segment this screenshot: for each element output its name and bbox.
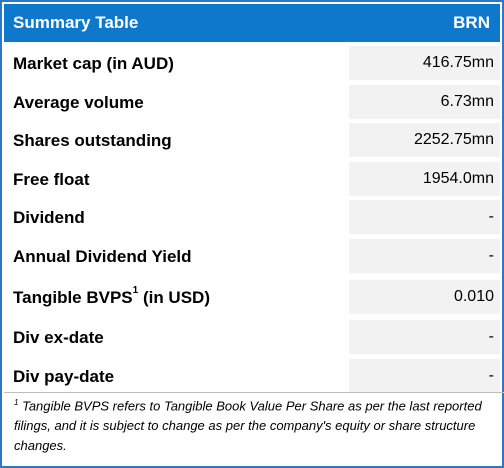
- row-value-cell: -: [349, 200, 500, 234]
- row-value-cell: 1954.0mn: [349, 162, 500, 196]
- row-label: Tangible BVPS1 (in USD): [13, 285, 210, 308]
- table-header: Summary Table BRN: [4, 4, 500, 42]
- row-value: -: [488, 247, 494, 264]
- table-row-div-ex-date: Div ex-date -: [4, 320, 500, 354]
- footnote-number: 1: [14, 398, 19, 407]
- row-label: Market cap (in AUD): [13, 54, 174, 73]
- row-label: Average volume: [13, 93, 144, 112]
- table-row-average-volume: Average volume 6.73mn: [4, 85, 500, 119]
- table-row-div-pay-date: Div pay-date -: [4, 359, 500, 393]
- footnote-marker: 1: [132, 285, 139, 296]
- row-value-cell: 6.73mn: [349, 85, 500, 119]
- row-label: Div ex-date: [13, 328, 104, 347]
- table-title: Summary Table: [13, 13, 139, 32]
- row-value-cell: -: [349, 320, 500, 354]
- row-label-text: Tangible BVPS: [13, 288, 133, 307]
- row-value-cell: 416.75mn: [349, 46, 500, 80]
- table-row-shares-outstanding: Shares outstanding 2252.75mn: [4, 123, 500, 157]
- ticker-symbol: BRN: [453, 13, 490, 32]
- table-row-dividend: Dividend -: [4, 200, 500, 234]
- row-value: 6.73mn: [440, 93, 494, 110]
- row-value-cell: 0.010: [349, 280, 500, 314]
- table-row-annual-dividend-yield: Annual Dividend Yield -: [4, 239, 500, 273]
- row-value-cell: -: [349, 359, 500, 393]
- table-row-tangible-bvps: Tangible BVPS1 (in USD) 0.010: [4, 280, 500, 314]
- row-value: 1954.0mn: [422, 170, 494, 187]
- row-label-suffix: (in USD): [138, 288, 210, 307]
- row-label: Dividend: [13, 208, 85, 227]
- row-label: Annual Dividend Yield: [13, 247, 192, 266]
- row-value: -: [488, 208, 494, 225]
- table-row-market-cap: Market cap (in AUD) 416.75mn: [4, 46, 500, 80]
- row-label: Div pay-date: [13, 367, 115, 386]
- row-value: 416.75mn: [422, 54, 494, 71]
- row-label: Shares outstanding: [13, 131, 172, 150]
- footnote-text: Tangible BVPS refers to Tangible Book Va…: [14, 398, 482, 454]
- row-value-cell: -: [349, 239, 500, 273]
- row-value: 2252.75mn: [413, 131, 494, 148]
- table-row-free-float: Free float 1954.0mn: [4, 162, 500, 196]
- footnote: 1 Tangible BVPS refers to Tangible Book …: [4, 392, 504, 456]
- row-label: Free float: [13, 170, 90, 189]
- row-value-cell: 2252.75mn: [349, 123, 500, 157]
- row-value: 0.010: [453, 288, 494, 305]
- row-value: -: [488, 328, 494, 345]
- row-value: -: [488, 367, 494, 384]
